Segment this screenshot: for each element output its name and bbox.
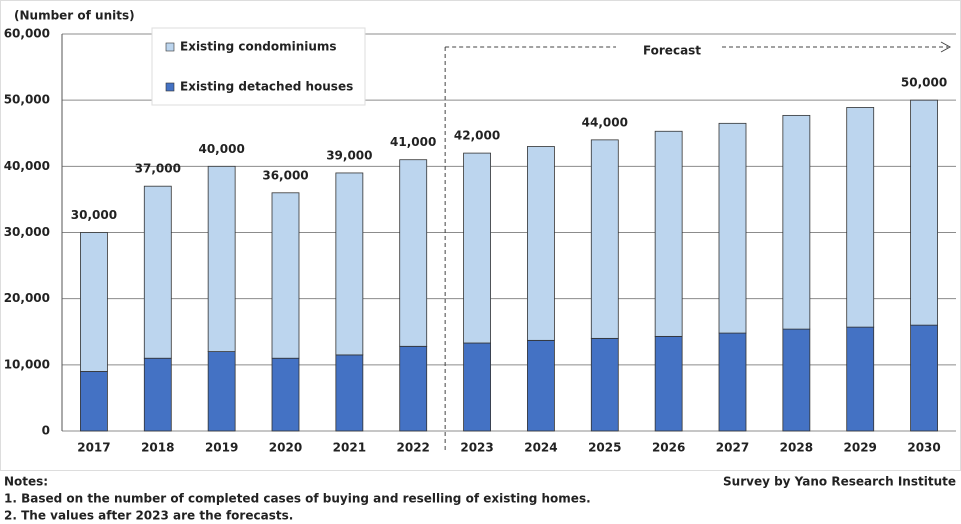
bar-segment bbox=[399, 159, 428, 347]
bar-segment bbox=[335, 172, 364, 356]
total-label: 42,000 bbox=[454, 129, 500, 143]
total-label: 36,000 bbox=[262, 168, 308, 182]
x-tick-label: 2017 bbox=[77, 441, 110, 455]
bar-segment bbox=[654, 335, 683, 432]
note: 2. The values after 2023 are the forecas… bbox=[4, 509, 293, 523]
x-tick-label: 2024 bbox=[524, 441, 557, 455]
x-tick-label: 2023 bbox=[460, 441, 493, 455]
bar-segment bbox=[335, 354, 364, 432]
note: Notes: bbox=[4, 475, 48, 489]
total-label: 41,000 bbox=[390, 135, 436, 149]
source: Survey by Yano Research Institute bbox=[723, 475, 956, 489]
bar-segment bbox=[846, 326, 875, 432]
bar-segment bbox=[654, 130, 683, 337]
bar-segment bbox=[718, 332, 747, 432]
bar-segment bbox=[527, 146, 555, 341]
arrow-head bbox=[940, 41, 952, 53]
total-label: 40,000 bbox=[198, 142, 244, 156]
bar-segment bbox=[718, 122, 747, 334]
y-tick-label: 20,000 bbox=[4, 291, 50, 305]
bar-segment bbox=[782, 328, 811, 432]
bar-segment bbox=[463, 152, 491, 344]
legend-swatch bbox=[165, 42, 175, 52]
y-tick-label: 50,000 bbox=[4, 93, 50, 107]
x-tick-label: 2018 bbox=[141, 441, 174, 455]
y-tick-label: 0 bbox=[42, 424, 50, 438]
total-label: 50,000 bbox=[901, 76, 947, 90]
note: 1. Based on the number of completed case… bbox=[4, 492, 591, 506]
x-tick-label: 2022 bbox=[397, 441, 430, 455]
bar-segment bbox=[463, 342, 491, 432]
bar-segment bbox=[80, 232, 108, 372]
bar-segment bbox=[207, 165, 236, 352]
total-label: 39,000 bbox=[326, 148, 372, 162]
bar-segment bbox=[527, 339, 555, 432]
x-tick-label: 2030 bbox=[907, 441, 940, 455]
legend-box bbox=[151, 27, 366, 106]
x-tick-label: 2028 bbox=[780, 441, 813, 455]
x-tick-label: 2020 bbox=[269, 441, 302, 455]
bar-segment bbox=[271, 192, 300, 359]
legend-label: Existing condominiums bbox=[180, 40, 337, 54]
y-tick-label: 10,000 bbox=[4, 357, 50, 371]
annotation: Forecast bbox=[643, 44, 701, 58]
bar-segment bbox=[143, 357, 172, 432]
y-tick-label: 60,000 bbox=[4, 27, 50, 41]
bar-segment bbox=[782, 114, 811, 330]
total-label: 44,000 bbox=[582, 115, 628, 129]
legend-label: Existing detached houses bbox=[180, 80, 353, 94]
bar-segment bbox=[399, 345, 428, 432]
bar-segment bbox=[590, 337, 619, 432]
legend-swatch bbox=[165, 82, 175, 92]
x-tick-label: 2019 bbox=[205, 441, 238, 455]
bar-segment bbox=[590, 139, 619, 339]
bar-segment bbox=[207, 351, 236, 432]
x-tick-label: 2025 bbox=[588, 441, 621, 455]
bar-segment bbox=[910, 324, 938, 432]
y-tick-label: 30,000 bbox=[4, 225, 50, 239]
bar-segment bbox=[271, 357, 300, 432]
x-tick-label: 2026 bbox=[652, 441, 685, 455]
total-label: 30,000 bbox=[71, 208, 117, 222]
bar-segment bbox=[846, 107, 875, 328]
y-tick-label: 40,000 bbox=[4, 159, 50, 173]
bar-segment bbox=[80, 371, 108, 432]
x-tick-label: 2021 bbox=[333, 441, 366, 455]
bar-segment bbox=[910, 99, 938, 326]
x-tick-label: 2027 bbox=[716, 441, 749, 455]
y-axis-label: (Number of units) bbox=[14, 9, 135, 23]
bar-segment bbox=[143, 185, 172, 359]
total-label: 37,000 bbox=[135, 162, 181, 176]
x-tick-label: 2029 bbox=[844, 441, 877, 455]
